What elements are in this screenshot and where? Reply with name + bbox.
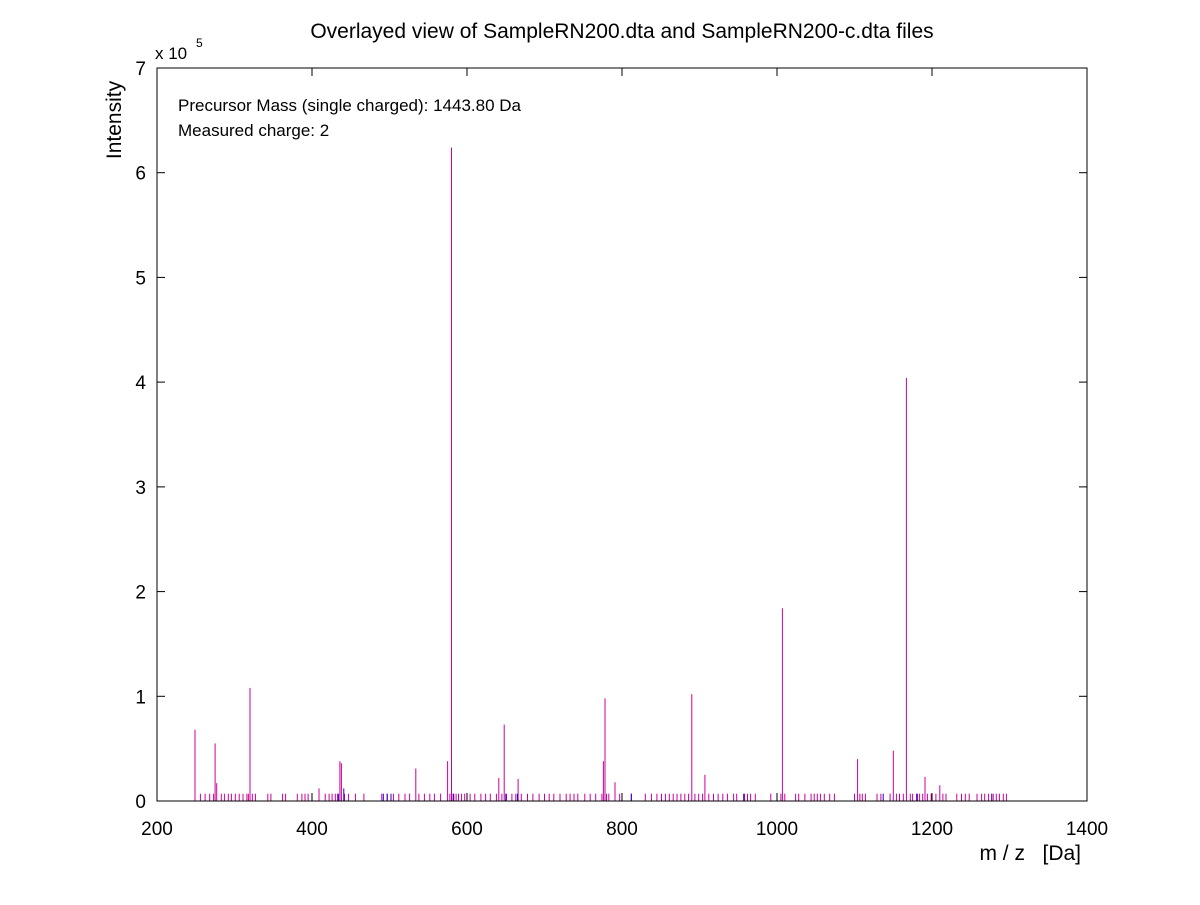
y-tick-label: 5: [135, 268, 146, 289]
axis-tick-labels: 200 400 600 800 1000 1200 1400 0 1 2 3 4 5 6 7: [135, 59, 1108, 840]
y-axis-label: Intensity: [103, 80, 126, 159]
chart-title: Overlayed view of SampleRN200.dta and Sa…: [310, 20, 933, 43]
y-multiplier: x 10 5: [155, 36, 203, 63]
spectrum-stems: [194, 147, 1007, 801]
y-tick-label: 7: [135, 59, 146, 80]
x-tick-label: 1400: [1066, 819, 1108, 840]
annotation-measured-charge: Measured charge: 2: [178, 121, 329, 140]
y-tick-label: 6: [135, 164, 146, 185]
y-tick-label: 1: [135, 687, 146, 708]
y-multiplier-exponent: 5: [196, 36, 203, 50]
x-tick-label: 1000: [756, 819, 798, 840]
y-multiplier-base: x 10: [155, 44, 187, 63]
x-tick-label: 400: [296, 819, 328, 840]
x-tick-label: 600: [451, 819, 483, 840]
plot-area-frame: [156, 67, 1088, 802]
y-tick-label: 0: [135, 792, 146, 813]
x-axis-label: m / z [Da]: [979, 842, 1081, 865]
y-tick-label: 3: [135, 478, 146, 499]
x-tick-label: 200: [141, 819, 173, 840]
y-tick-label: 4: [135, 373, 146, 394]
x-tick-label: 1200: [911, 819, 953, 840]
annotation-precursor-mass: Precursor Mass (single charged): 1443.80…: [178, 96, 522, 115]
x-tick-label: 800: [606, 819, 638, 840]
axis-ticks: [156, 67, 1088, 802]
y-tick-label: 2: [135, 583, 146, 604]
